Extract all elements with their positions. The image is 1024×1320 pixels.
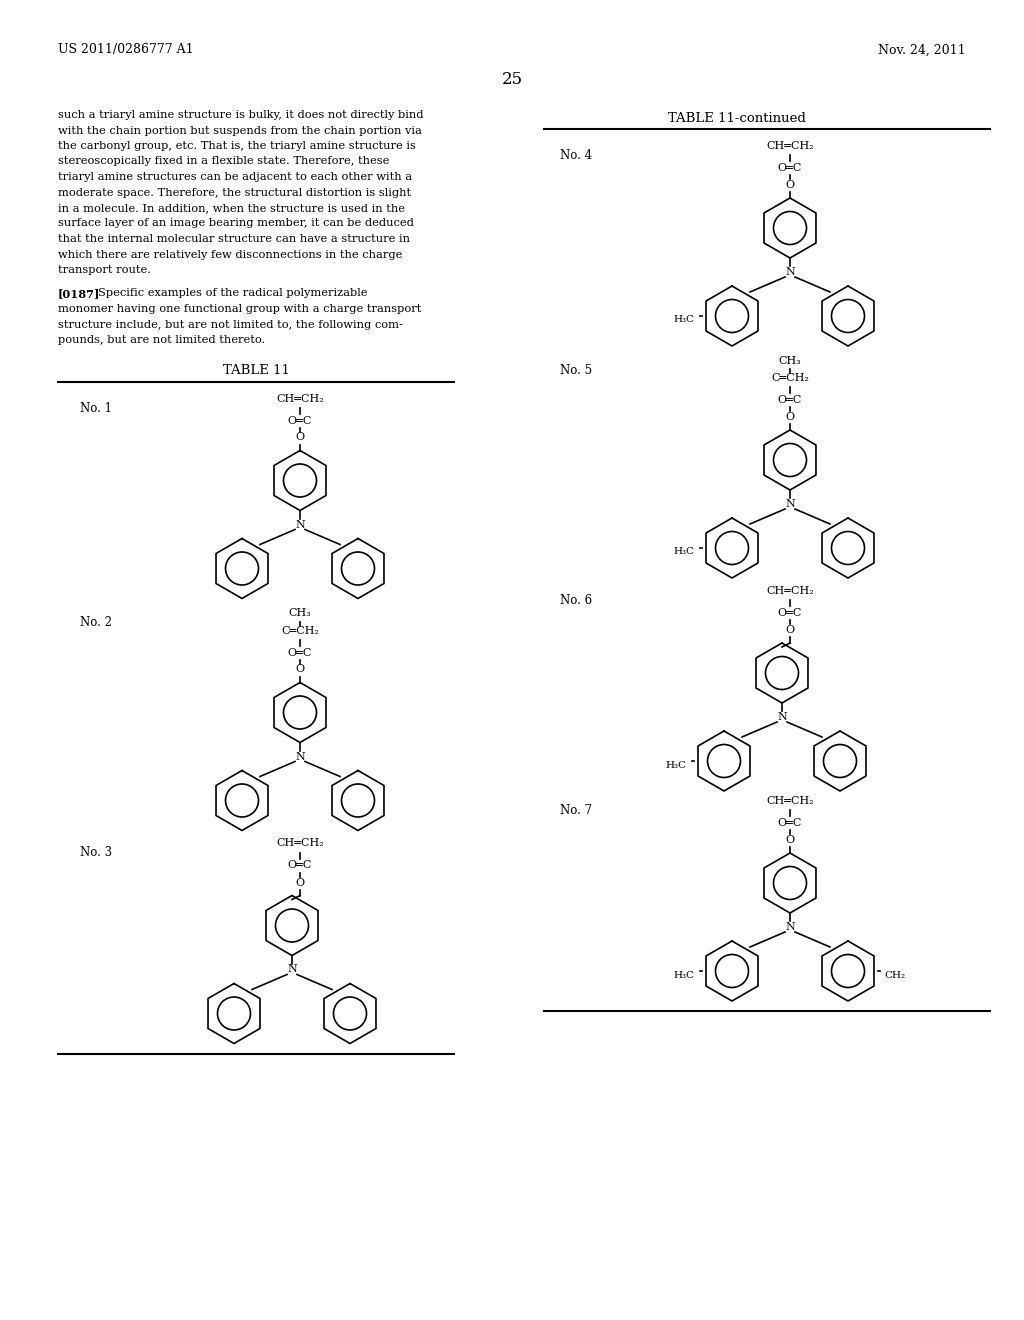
Text: CH₂: CH₂ — [884, 970, 905, 979]
Text: such a triaryl amine structure is bulky, it does not directly bind: such a triaryl amine structure is bulky,… — [58, 110, 424, 120]
Text: No. 3: No. 3 — [80, 846, 112, 859]
Text: CH═CH₂: CH═CH₂ — [276, 838, 324, 849]
Text: Nov. 24, 2011: Nov. 24, 2011 — [879, 44, 966, 57]
Text: Specific examples of the radical polymerizable: Specific examples of the radical polymer… — [98, 289, 368, 298]
Text: N: N — [287, 965, 297, 974]
Text: H₃C: H₃C — [673, 970, 694, 979]
Text: O═C: O═C — [288, 648, 312, 657]
Text: with the chain portion but suspends from the chain portion via: with the chain portion but suspends from… — [58, 125, 422, 136]
Text: O═C: O═C — [778, 162, 802, 173]
Text: CH═CH₂: CH═CH₂ — [766, 586, 814, 597]
Text: O═C: O═C — [778, 818, 802, 828]
Text: N: N — [295, 520, 305, 529]
Text: H₃C: H₃C — [665, 760, 686, 770]
Text: O: O — [296, 433, 304, 442]
Text: stereoscopically fixed in a flexible state. Therefore, these: stereoscopically fixed in a flexible sta… — [58, 157, 389, 166]
Text: N: N — [785, 267, 795, 277]
Text: CH═CH₂: CH═CH₂ — [276, 393, 324, 404]
Text: N: N — [785, 921, 795, 932]
Text: triaryl amine structures can be adjacent to each other with a: triaryl amine structures can be adjacent… — [58, 172, 412, 182]
Text: that the internal molecular structure can have a structure in: that the internal molecular structure ca… — [58, 234, 410, 244]
Text: H₃C: H₃C — [673, 315, 694, 325]
Text: O═C: O═C — [288, 861, 312, 870]
Text: No. 1: No. 1 — [80, 401, 112, 414]
Text: which there are relatively few disconnections in the charge: which there are relatively few disconnec… — [58, 249, 402, 260]
Text: C═CH₂: C═CH₂ — [771, 374, 809, 383]
Text: O: O — [296, 664, 304, 675]
Text: pounds, but are not limited thereto.: pounds, but are not limited thereto. — [58, 335, 265, 345]
Text: No. 4: No. 4 — [560, 149, 592, 162]
Text: O: O — [785, 180, 795, 190]
Text: TABLE 11: TABLE 11 — [222, 364, 290, 378]
Text: O═C: O═C — [288, 416, 312, 425]
Text: surface layer of an image bearing member, it can be deduced: surface layer of an image bearing member… — [58, 219, 414, 228]
Text: C═CH₂: C═CH₂ — [281, 626, 318, 635]
Text: N: N — [785, 499, 795, 510]
Text: N: N — [777, 711, 786, 722]
Text: O: O — [785, 836, 795, 845]
Text: [0187]: [0187] — [58, 289, 100, 300]
Text: O: O — [785, 412, 795, 422]
Text: O═C: O═C — [778, 609, 802, 618]
Text: monomer having one functional group with a charge transport: monomer having one functional group with… — [58, 304, 421, 314]
Text: the carbonyl group, etc. That is, the triaryl amine structure is: the carbonyl group, etc. That is, the tr… — [58, 141, 416, 150]
Text: N: N — [295, 751, 305, 762]
Text: No. 6: No. 6 — [560, 594, 592, 607]
Text: No. 5: No. 5 — [560, 364, 592, 378]
Text: moderate space. Therefore, the structural distortion is slight: moderate space. Therefore, the structura… — [58, 187, 411, 198]
Text: O═C: O═C — [778, 395, 802, 405]
Text: transport route.: transport route. — [58, 265, 151, 275]
Text: O: O — [785, 624, 795, 635]
Text: O: O — [296, 878, 304, 887]
Text: CH₃: CH₃ — [289, 609, 311, 619]
Text: No. 7: No. 7 — [560, 804, 592, 817]
Text: TABLE 11-continued: TABLE 11-continued — [668, 112, 806, 125]
Text: CH═CH₂: CH═CH₂ — [766, 796, 814, 807]
Text: No. 2: No. 2 — [80, 616, 112, 630]
Text: CH═CH₂: CH═CH₂ — [766, 141, 814, 150]
Text: CH₃: CH₃ — [778, 356, 802, 366]
Text: 25: 25 — [502, 71, 522, 88]
Text: US 2011/0286777 A1: US 2011/0286777 A1 — [58, 44, 194, 57]
Text: structure include, but are not limited to, the following com-: structure include, but are not limited t… — [58, 319, 402, 330]
Text: in a molecule. In addition, when the structure is used in the: in a molecule. In addition, when the str… — [58, 203, 406, 213]
Text: H₃C: H₃C — [673, 548, 694, 557]
